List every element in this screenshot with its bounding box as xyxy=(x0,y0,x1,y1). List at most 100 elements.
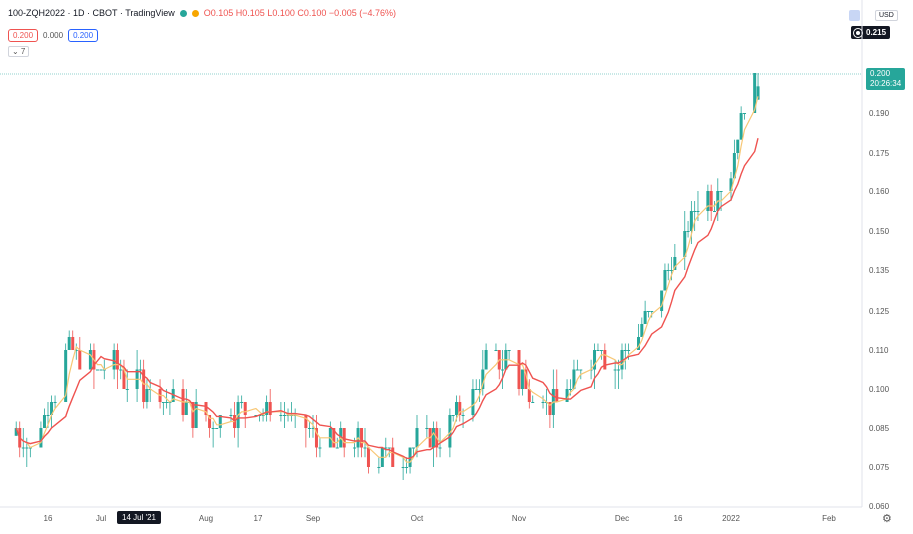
candle-body xyxy=(666,270,670,271)
candle-body xyxy=(575,369,579,371)
candle-body xyxy=(603,350,607,370)
candle-body xyxy=(95,369,99,371)
candle-body xyxy=(599,350,603,351)
candle-body xyxy=(46,415,50,416)
candle-body xyxy=(756,86,760,100)
time-tick-label: Sep xyxy=(306,514,321,523)
candle-body xyxy=(215,428,219,429)
candle-body xyxy=(617,369,621,371)
candle-body xyxy=(454,402,458,415)
candle-body xyxy=(548,402,552,415)
price-tick-label: 0.175 xyxy=(869,149,890,158)
candle-body xyxy=(335,447,339,449)
price-tick-label: 0.085 xyxy=(869,424,890,433)
bar-countdown: 20:26:34 xyxy=(870,79,902,88)
candle-body xyxy=(425,428,429,429)
candle-body xyxy=(531,402,535,403)
candle-body xyxy=(739,113,743,140)
time-tick-label: 16 xyxy=(44,514,53,523)
candle-body xyxy=(481,369,485,389)
last-price-label: 0.200 20:26:34 xyxy=(866,68,906,90)
candle-body xyxy=(405,467,409,468)
candle-body xyxy=(596,350,600,351)
candle-body xyxy=(572,369,576,389)
indicators-toggle[interactable]: ⌄ 7 xyxy=(8,46,30,57)
data-source-badge xyxy=(191,9,199,17)
candle-body xyxy=(663,270,667,291)
change-value: −0.005 (−4.76%) xyxy=(328,8,396,18)
ohlc-readout: O0.105 H0.105 L0.100 C0.100 −0.005 (−4.7… xyxy=(204,8,396,18)
candle-body xyxy=(194,402,198,428)
candle-body xyxy=(74,350,78,351)
candle-body xyxy=(401,467,405,468)
crosshair-date-label: 14 Jul '21 xyxy=(117,511,161,524)
candle-body xyxy=(494,350,498,351)
candle-body xyxy=(643,311,647,324)
candles-layer xyxy=(14,73,760,480)
candle-body xyxy=(593,350,597,370)
candle-body xyxy=(415,428,419,448)
candle-body xyxy=(524,369,528,389)
candle-body xyxy=(353,447,357,449)
candle-body xyxy=(161,402,165,403)
candle-body xyxy=(363,447,367,449)
candle-body xyxy=(115,350,119,370)
candle-body xyxy=(517,350,521,389)
candle-body xyxy=(387,447,391,449)
candle-body xyxy=(736,139,740,153)
candle-body xyxy=(438,447,442,449)
chart-header: 100-ZQH2022 · 1D · CBOT · TradingView O0… xyxy=(8,8,396,18)
candle-body xyxy=(240,402,244,403)
price-tick-label: 0.075 xyxy=(869,463,890,472)
time-tick-label: 17 xyxy=(254,514,263,523)
buy-button[interactable]: 0.200 xyxy=(68,29,99,42)
candle-body xyxy=(693,211,697,212)
candle-body xyxy=(39,428,43,448)
price-tick-label: 0.100 xyxy=(869,385,890,394)
candle-body xyxy=(391,447,395,467)
candle-body xyxy=(21,447,25,449)
candle-body xyxy=(64,350,68,402)
candle-body xyxy=(753,73,757,113)
candle-body xyxy=(670,270,674,271)
candle-body xyxy=(623,350,627,351)
symbol-title[interactable]: 100-ZQH2022 · 1D · CBOT · TradingView xyxy=(8,8,175,18)
candle-body xyxy=(311,428,315,429)
candle-body xyxy=(282,415,286,416)
slow-moving-average-line xyxy=(15,138,759,459)
candle-body xyxy=(50,402,54,415)
last-price-value: 0.200 xyxy=(870,69,891,78)
candle-body xyxy=(719,191,723,192)
candle-body xyxy=(314,428,318,448)
candle-body xyxy=(122,369,126,389)
candle-body xyxy=(142,369,146,402)
candle-body xyxy=(451,415,455,416)
currency-button[interactable]: USD xyxy=(875,10,898,21)
quote-row: 0.200 0.000 0.200 xyxy=(8,29,99,42)
candle-body xyxy=(660,290,664,311)
candle-body xyxy=(88,350,92,370)
time-tick-label: Jul xyxy=(96,514,106,523)
candle-body xyxy=(125,389,129,390)
candle-body xyxy=(184,402,188,415)
candle-body xyxy=(138,369,142,371)
candle-body xyxy=(67,337,71,350)
candle-body xyxy=(565,389,569,402)
compare-icon[interactable] xyxy=(849,10,860,21)
candle-body xyxy=(25,447,29,449)
sell-button[interactable]: 0.200 xyxy=(8,29,39,42)
candle-body xyxy=(211,428,215,429)
candle-body xyxy=(613,369,617,371)
candle-body xyxy=(706,191,710,211)
candle-body xyxy=(218,415,222,428)
time-tick-label: 16 xyxy=(674,514,683,523)
time-tick-label: Oct xyxy=(411,514,424,523)
price-axis: 0.190 0.175 0.160 0.150 0.135 0.125 0.110 0.100… xyxy=(869,109,890,511)
market-status-icon xyxy=(179,9,187,17)
candle-body xyxy=(360,428,364,448)
candle-body xyxy=(461,415,465,416)
time-tick-label: Feb xyxy=(822,514,836,523)
candle-body xyxy=(732,153,736,179)
settings-gear-icon[interactable]: ⚙ xyxy=(882,513,892,525)
